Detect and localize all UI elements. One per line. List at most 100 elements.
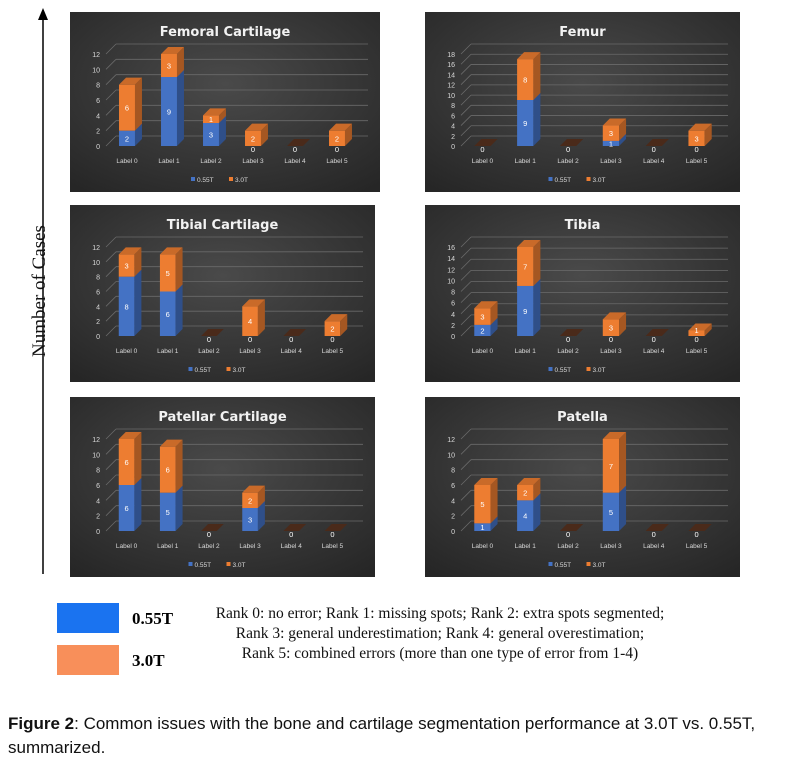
gridline-diag [105, 266, 117, 277]
legend-label-055: 0.55T [132, 609, 174, 628]
gridline-diag [105, 105, 117, 116]
chart-title: Patellar Cartilage [158, 410, 287, 425]
y-tick-label: 10 [92, 452, 100, 459]
bar-top [324, 314, 348, 322]
bar-zero [645, 524, 669, 531]
chart-title: Patella [557, 410, 608, 425]
data-label: 7 [609, 462, 613, 471]
x-tick-label: Label 5 [326, 158, 348, 165]
y-tick-label: 4 [451, 312, 455, 319]
bar-segment-3-0t [474, 485, 491, 524]
bar-segment-0-55t [119, 130, 135, 146]
y-tick-label: 8 [451, 468, 455, 475]
data-label: 6 [166, 466, 170, 475]
bar-segment-3-0t [474, 308, 491, 325]
data-label: 2 [248, 496, 252, 505]
bar-segment-0-55t [161, 77, 177, 146]
x-tick-label: Label 5 [686, 348, 708, 355]
bar-zero [559, 139, 584, 146]
gridline-diag [105, 490, 117, 501]
bar-segment-0-55t [517, 500, 534, 531]
bar-segment-0-55t [118, 485, 135, 531]
y-tick-label: 12 [92, 437, 100, 444]
data-label: 0 [480, 145, 484, 154]
bar-side [533, 52, 541, 100]
bar-top [159, 439, 183, 447]
legend-label: 3.0T [233, 562, 246, 569]
legend-label-30: 3.0T [132, 651, 165, 670]
data-label: 0 [248, 335, 252, 344]
legend-label: 3.0T [233, 367, 246, 374]
bar-segment-0-55t [242, 508, 258, 531]
y-tick-label: 6 [96, 98, 100, 105]
bar-top [161, 47, 184, 54]
chart-background [425, 12, 740, 192]
data-label: 5 [166, 269, 170, 278]
legend-label: 3.0T [235, 177, 248, 184]
gridline-diag [105, 43, 117, 55]
y-tick-label: 6 [451, 301, 455, 308]
gridline-diag [460, 444, 472, 455]
bar-zero [559, 524, 584, 531]
data-label: 0 [251, 145, 255, 154]
legend-marker-30 [586, 562, 591, 566]
bar-side [134, 247, 142, 277]
legend-marker-055 [188, 562, 193, 566]
y-tick-label: 8 [451, 103, 455, 110]
x-tick-label: Label 5 [322, 348, 344, 355]
data-label: 0 [289, 335, 293, 344]
x-tick-label: Label 4 [643, 348, 665, 355]
gridline-diag [460, 314, 472, 326]
data-label: 1 [209, 115, 213, 124]
legend-marker-055 [188, 367, 193, 371]
y-tick-label: 2 [96, 319, 100, 326]
x-tick-label: Label 1 [157, 348, 179, 355]
bar-segment-3-0t [242, 306, 258, 336]
bar-side [533, 240, 541, 286]
bar-side [257, 485, 265, 508]
x-tick-label: Label 2 [557, 348, 579, 355]
x-tick-label: Label 3 [600, 348, 622, 355]
gridline-diag [460, 474, 472, 486]
chart-title: Femur [559, 25, 606, 40]
data-label: 6 [166, 310, 170, 319]
chart-background [425, 205, 740, 382]
x-tick-label: Label 4 [281, 348, 303, 355]
data-label: 3 [694, 134, 698, 143]
data-label: 0 [330, 335, 334, 344]
bar-side [175, 247, 183, 292]
data-label: 6 [124, 458, 128, 467]
gridline-diag [105, 74, 117, 85]
bar-top [602, 312, 627, 320]
bar-side [176, 47, 184, 77]
gridline-diag [460, 505, 472, 516]
data-label: 6 [125, 104, 129, 113]
x-tick-label: Label 5 [322, 543, 344, 550]
bar-zero [559, 329, 584, 336]
gridline-diag [460, 520, 472, 532]
y-tick-label: 10 [447, 93, 455, 100]
bar-segment-3-0t [517, 247, 534, 286]
data-label: 0 [207, 335, 211, 344]
legend-marker-055 [191, 177, 195, 181]
bar-side [490, 301, 498, 325]
x-tick-label: Label 1 [158, 158, 180, 165]
data-label: 0 [566, 335, 570, 344]
gridline-diag [460, 64, 472, 75]
data-label: 7 [523, 262, 527, 271]
x-tick-label: Label 1 [515, 348, 537, 355]
data-label: 2 [480, 326, 484, 335]
data-label: 3 [248, 516, 252, 525]
data-label: 4 [523, 512, 527, 521]
bar-side [176, 70, 184, 146]
data-label: 0 [694, 530, 698, 539]
data-label: 4 [248, 317, 252, 326]
data-label: 0 [652, 145, 656, 154]
gridline-diag [460, 115, 472, 126]
bar-side [619, 133, 627, 146]
bar-segment-3-0t [159, 446, 176, 493]
gridline-diag [460, 135, 472, 147]
y-tick-label: 12 [447, 267, 455, 274]
gridline-diag [460, 105, 472, 116]
